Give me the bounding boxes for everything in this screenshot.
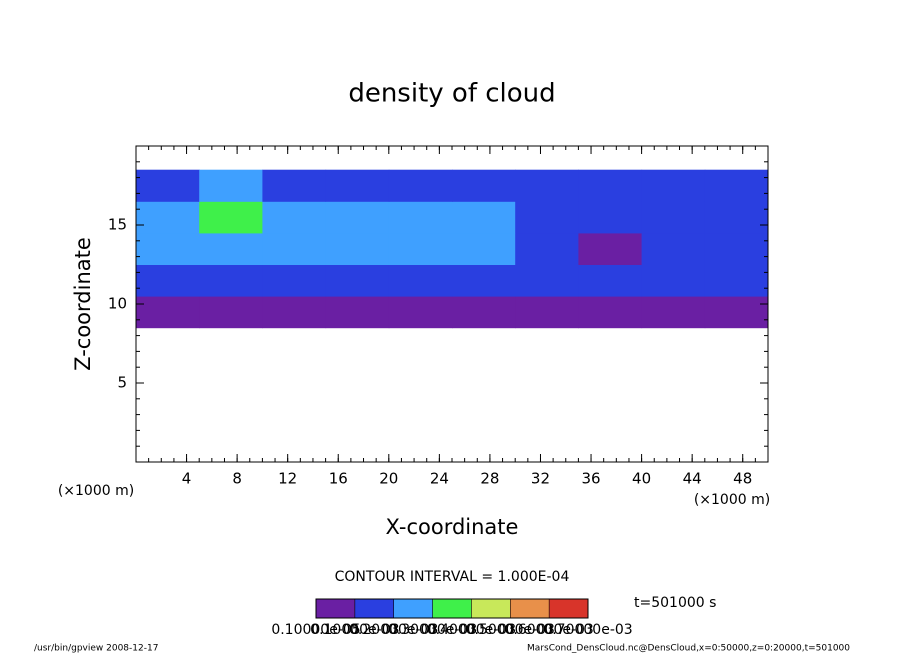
heat-cell: [262, 169, 327, 202]
colorbar-segment: [393, 599, 433, 618]
colorbar-label: 0.70000e-03: [543, 622, 632, 638]
heat-cell: [262, 201, 327, 234]
heat-cell: [515, 296, 579, 329]
colorbar-label: 0.60000e-03: [504, 622, 593, 638]
colorbar-label: 0.50000e-03: [466, 622, 555, 638]
heat-cell: [325, 201, 390, 234]
heat-cell: [136, 264, 200, 297]
heat-cell: [136, 201, 200, 234]
heat-cell: [704, 296, 769, 329]
heat-cell: [641, 296, 706, 329]
x-tick-label: 20: [379, 470, 398, 488]
x-axis-label: X-coordinate: [386, 515, 519, 539]
heat-cell: [641, 264, 706, 297]
x-tick-label: 48: [733, 470, 752, 488]
colorbar-label: 0.10000e-03: [310, 622, 399, 638]
heat-cell: [515, 169, 579, 202]
x-tick-label: 24: [430, 470, 449, 488]
heat-cell: [704, 201, 769, 234]
heat-cell: [325, 264, 390, 297]
y-unit: (×1000 m): [58, 483, 134, 499]
heat-cell: [515, 201, 579, 234]
heat-cell: [704, 264, 769, 297]
heat-cell: [452, 201, 516, 234]
heat-cell: [136, 169, 200, 202]
contour-note: CONTOUR INTERVAL = 1.000E-04: [335, 569, 570, 585]
y-tick-label: 5: [117, 374, 127, 392]
heat-cell: [388, 232, 453, 265]
x-tick-label: 36: [581, 470, 600, 488]
x-tick-label: 12: [278, 470, 297, 488]
footer-left: /usr/bin/gpview 2008-12-17: [34, 644, 158, 654]
heat-cell: [578, 201, 643, 234]
heat-cell: [578, 232, 643, 265]
heat-cell: [578, 296, 643, 329]
colorbar-segment: [432, 599, 472, 618]
heat-cell: [325, 296, 390, 329]
colorbar-label: 0.30000e-03: [388, 622, 477, 638]
footer-right: MarsCond_DensCloud.nc@DensCloud,x=0:5000…: [527, 644, 850, 654]
heat-cell: [452, 296, 516, 329]
y-axis-label: Z-coordinate: [71, 237, 95, 371]
heat-cell: [704, 169, 769, 202]
colorbar-segment: [510, 599, 550, 618]
heat-cell: [199, 296, 263, 329]
x-tick-label: 40: [632, 470, 651, 488]
heat-cell: [515, 232, 579, 265]
chart-title: density of cloud: [348, 79, 555, 109]
heat-cell: [641, 232, 706, 265]
heat-cell: [136, 232, 200, 265]
heat-cell: [262, 264, 327, 297]
heat-cell: [136, 296, 200, 329]
heat-cell: [199, 264, 263, 297]
y-tick-label: 10: [108, 295, 127, 313]
heat-cell: [704, 232, 769, 265]
heat-cell: [578, 264, 643, 297]
time-note: t=501000 s: [634, 595, 716, 611]
x-tick-label: 44: [683, 470, 702, 488]
heat-cell: [452, 232, 516, 265]
heat-cell: [578, 169, 643, 202]
heat-cell: [325, 169, 390, 202]
x-tick-label: 16: [329, 470, 348, 488]
colorbar-segment: [354, 599, 394, 618]
x-unit: (×1000 m): [694, 492, 770, 508]
heat-cell: [388, 264, 453, 297]
x-tick-label: 8: [232, 470, 242, 488]
heat-cell: [199, 201, 263, 234]
colorbar-segment: [316, 599, 355, 618]
heat-cell: [641, 169, 706, 202]
heat-cell: [641, 201, 706, 234]
heat-cell: [388, 296, 453, 329]
heat-cell: [199, 232, 263, 265]
x-tick-label: 4: [182, 470, 192, 488]
heat-cell: [325, 232, 390, 265]
y-tick-label: 15: [108, 216, 127, 234]
colorbar-segment: [549, 599, 588, 618]
x-tick-label: 32: [531, 470, 550, 488]
colorbar-label: 0.10000e-05: [271, 622, 360, 638]
colorbar-segment: [471, 599, 511, 618]
heat-cell: [262, 296, 327, 329]
colorbar-label: 0.40000e-03: [427, 622, 516, 638]
heat-cell: [515, 264, 579, 297]
heat-cell: [452, 264, 516, 297]
x-tick-label: 28: [480, 470, 499, 488]
heat-cell: [452, 169, 516, 202]
heat-cell: [388, 169, 453, 202]
heat-cell: [262, 232, 327, 265]
colorbar-label: 0.20000e-03: [349, 622, 438, 638]
heat-cell: [388, 201, 453, 234]
heat-cell: [199, 169, 263, 202]
